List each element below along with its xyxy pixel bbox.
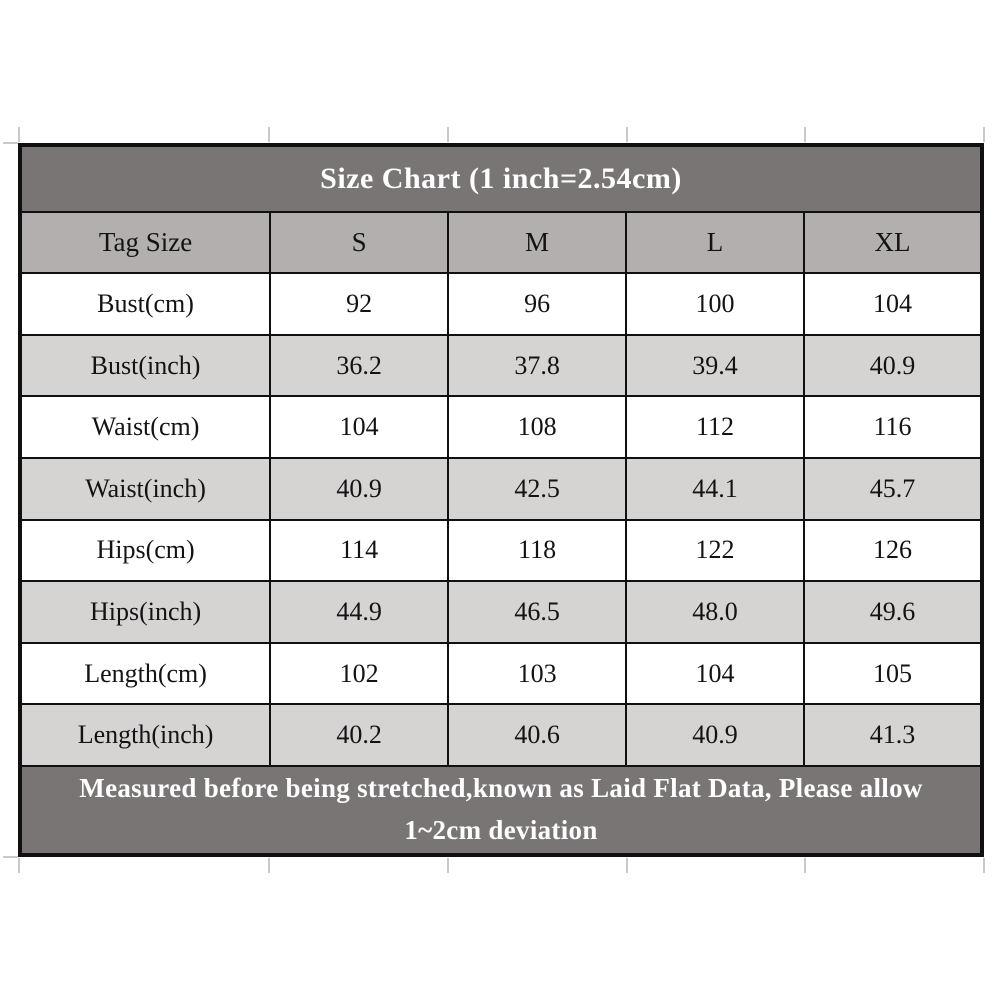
gridline-stub (983, 127, 985, 142)
value-cell: 103 (447, 641, 628, 706)
header-cell-s: S (269, 210, 450, 275)
table-row-bust-cm: Bust(cm) 92 96 100 104 (18, 272, 983, 336)
row-label: Hips(inch) (18, 580, 272, 644)
gridline-stub (18, 127, 20, 142)
row-label: Length(cm) (18, 641, 272, 706)
value-cell: 40.9 (625, 703, 806, 767)
table-footer-note: Measured before being stretched,known as… (19, 764, 983, 857)
gridline-stub (3, 142, 18, 144)
table-row-bust-inch: Bust(inch) 36.2 37.8 39.4 40.9 (18, 333, 983, 398)
value-cell: 108 (447, 395, 628, 460)
table-row-waist-cm: Waist(cm) 104 108 112 116 (18, 395, 983, 460)
header-cell-xl: XL (803, 210, 983, 275)
gridline-stub (447, 127, 449, 142)
value-cell: 114 (269, 518, 450, 583)
row-label: Waist(cm) (18, 395, 272, 460)
value-cell: 42.5 (447, 457, 628, 521)
table-row-length-inch: Length(inch) 40.2 40.6 40.9 41.3 (18, 703, 983, 767)
table-footer-row: Measured before being stretched,known as… (19, 764, 983, 857)
value-cell: 46.5 (447, 580, 628, 644)
value-cell: 44.1 (625, 457, 806, 521)
value-cell: 48.0 (625, 580, 806, 644)
table-title: Size Chart (1 inch=2.54cm) (19, 144, 983, 213)
value-cell: 112 (625, 395, 806, 460)
value-cell: 40.9 (269, 457, 450, 521)
value-cell: 104 (803, 272, 983, 336)
gridline-stub (18, 858, 20, 873)
header-cell-l: L (625, 210, 806, 275)
value-cell: 41.3 (803, 703, 983, 767)
value-cell: 126 (803, 518, 983, 583)
table-row-hips-inch: Hips(inch) 44.9 46.5 48.0 49.6 (18, 580, 983, 644)
value-cell: 92 (269, 272, 450, 336)
header-cell-m: M (447, 210, 628, 275)
size-chart-table: Size Chart (1 inch=2.54cm) Tag Size S M … (18, 143, 984, 857)
header-cell-tag-size: Tag Size (18, 210, 272, 275)
value-cell: 39.4 (625, 333, 806, 398)
value-cell: 40.6 (447, 703, 628, 767)
gridline-stub (804, 858, 806, 873)
footer-note-line2: 1~2cm deviation (404, 814, 598, 845)
row-label: Waist(inch) (18, 457, 272, 521)
row-label: Bust(cm) (18, 272, 272, 336)
table-row-waist-inch: Waist(inch) 40.9 42.5 44.1 45.7 (18, 457, 983, 521)
table-row-length-cm: Length(cm) 102 103 104 105 (18, 641, 983, 706)
value-cell: 37.8 (447, 333, 628, 398)
value-cell: 118 (447, 518, 628, 583)
value-cell: 102 (269, 641, 450, 706)
gridline-stub (626, 127, 628, 142)
value-cell: 116 (803, 395, 983, 460)
gridline-stub (804, 127, 806, 142)
value-cell: 104 (625, 641, 806, 706)
value-cell: 44.9 (269, 580, 450, 644)
value-cell: 96 (447, 272, 628, 336)
value-cell: 104 (269, 395, 450, 460)
row-label: Bust(inch) (18, 333, 272, 398)
table-title-row: Size Chart (1 inch=2.54cm) (19, 144, 983, 213)
table-row-hips-cm: Hips(cm) 114 118 122 126 (18, 518, 983, 583)
value-cell: 36.2 (269, 333, 450, 398)
row-label: Length(inch) (18, 703, 272, 767)
value-cell: 40.2 (269, 703, 450, 767)
value-cell: 100 (625, 272, 806, 336)
footer-note-line1: Measured before being stretched,known as… (79, 773, 923, 804)
gridline-stub (3, 856, 18, 858)
gridline-stub (268, 127, 270, 142)
value-cell: 49.6 (803, 580, 983, 644)
gridline-stub (983, 858, 985, 873)
table-header-row: Tag Size S M L XL (18, 210, 983, 275)
row-label: Hips(cm) (18, 518, 272, 583)
value-cell: 122 (625, 518, 806, 583)
gridline-stub (268, 858, 270, 873)
gridline-stub (447, 858, 449, 873)
gridline-stub (626, 858, 628, 873)
value-cell: 45.7 (803, 457, 983, 521)
value-cell: 40.9 (803, 333, 983, 398)
value-cell: 105 (803, 641, 983, 706)
